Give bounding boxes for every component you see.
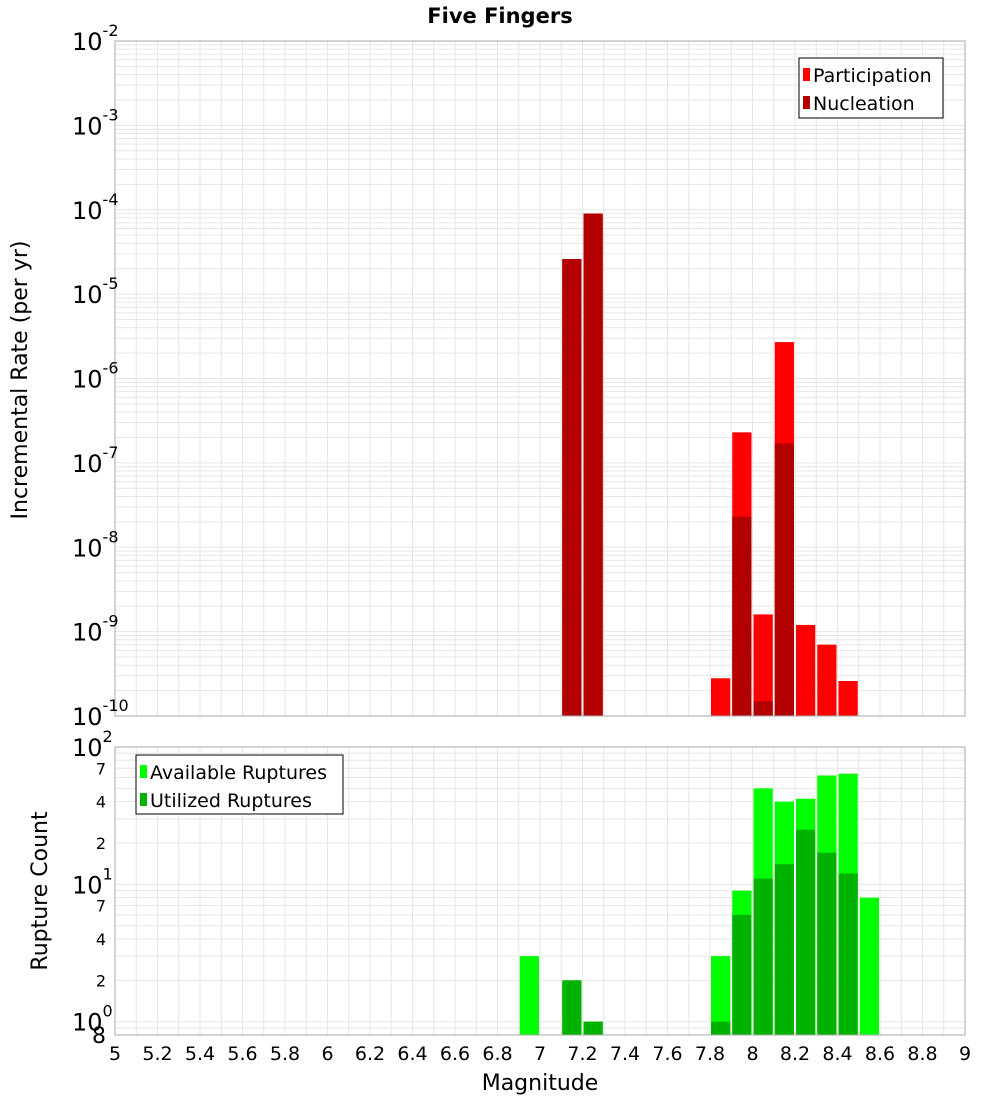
count-y-minor-label: 7 — [96, 759, 106, 778]
x-tick-label: 5.8 — [270, 1043, 300, 1065]
x-tick-label: 6 — [321, 1043, 333, 1065]
rate-y-tick-label: 10-3 — [72, 105, 119, 140]
rate-plot-bars — [562, 213, 858, 717]
rate-legend: Participation Nucleation — [798, 57, 944, 119]
nucleation-bar — [732, 516, 752, 716]
rate-y-tick-label: 10-4 — [72, 190, 119, 225]
count-y-minor-label: 7 — [96, 897, 106, 916]
x-tick-label: 7.6 — [652, 1043, 682, 1065]
rate-legend-swatch — [803, 68, 810, 81]
rate-legend-label: Nucleation — [813, 93, 915, 115]
x-tick-label: 6.8 — [482, 1043, 512, 1065]
count-legend: Available Ruptures Utilized Ruptures — [135, 754, 344, 815]
nucleation-bar — [583, 213, 603, 717]
rate-y-tick-label: 10-6 — [72, 359, 119, 394]
count-legend-swatch — [140, 765, 147, 778]
count-y-major-label: 102 — [72, 727, 113, 762]
count-plot-bars — [519, 773, 879, 1035]
rate-y-ticks: 10-10 10-9 10-8 10-7 10-6 10-5 10-4 10-3 10-2 — [72, 21, 129, 731]
nucleation-bar — [774, 443, 794, 716]
utilized-bar — [753, 878, 773, 1035]
rate-y-axis-label: Incremental Rate (per yr) — [8, 241, 33, 520]
utilized-bar — [774, 864, 794, 1035]
participation-bar — [711, 678, 731, 716]
count-y-minor-label: 4 — [96, 930, 106, 949]
rate-legend-swatch — [803, 96, 810, 109]
count-y-ticks: 8 2 4 7 2 4 7 100 101 102 — [72, 727, 113, 1049]
utilized-bar — [838, 873, 858, 1035]
rate-y-tick-label: 10-9 — [72, 612, 119, 647]
rate-plot-border — [114, 40, 966, 717]
rate-legend-box — [798, 57, 944, 119]
rate-legend-label: Participation — [813, 65, 932, 87]
participation-bar — [838, 680, 858, 716]
x-tick-label: 7.8 — [695, 1043, 725, 1065]
count-legend-swatch — [140, 793, 147, 806]
count-y-minor-label: 2 — [96, 971, 106, 990]
available-bar — [711, 956, 731, 1035]
x-tick-label: 6.6 — [440, 1043, 470, 1065]
participation-bar — [753, 614, 773, 716]
count-legend-label: Available Ruptures — [150, 762, 327, 784]
x-tick-label: 8.6 — [865, 1043, 895, 1065]
x-tick-label: 6.2 — [355, 1043, 385, 1065]
x-tick-label: 8.4 — [822, 1043, 852, 1065]
x-tick-label: 7 — [534, 1043, 546, 1065]
x-tick-label: 5.4 — [185, 1043, 215, 1065]
x-tick-label: 5 — [109, 1043, 121, 1065]
utilized-bar — [562, 980, 582, 1035]
utilized-bar — [796, 829, 816, 1035]
utilized-bar — [817, 852, 837, 1035]
rate-y-tick-label: 10-8 — [72, 527, 119, 562]
rate-y-tick-label: 10-10 — [72, 696, 129, 731]
x-tick-label: 8.8 — [907, 1043, 937, 1065]
x-tick-label: 8 — [746, 1043, 758, 1065]
participation-bar — [817, 644, 837, 716]
participation-bar — [796, 624, 816, 716]
rate-plot-grid — [114, 40, 966, 717]
x-tick-label: 9 — [959, 1043, 971, 1065]
utilized-bar — [583, 1021, 603, 1035]
rate-y-tick-label: 10-7 — [72, 443, 119, 478]
x-tick-label: 8.2 — [780, 1043, 810, 1065]
count-y-major-label: 100 — [72, 1002, 113, 1037]
count-y-minor-label: 8 — [92, 1024, 106, 1049]
utilized-bar — [732, 914, 752, 1035]
nucleation-bar — [753, 701, 773, 716]
x-tick-label: 5.2 — [142, 1043, 172, 1065]
count-y-axis-label: Rupture Count — [28, 811, 53, 971]
utilized-bar — [711, 1021, 731, 1035]
x-tick-label: 5.6 — [227, 1043, 257, 1065]
nucleation-bar — [562, 259, 582, 716]
x-tick-labels: 5 5.2 5.4 5.6 5.8 6 6.2 6.4 6.6 6.8 7 7.2 7.4 7.6 7.8 8… — [109, 1043, 971, 1065]
available-bar — [859, 897, 879, 1035]
count-y-minor-label: 2 — [96, 834, 106, 853]
count-y-minor-label: 4 — [96, 793, 106, 812]
x-tick-label: 7.4 — [610, 1043, 640, 1065]
count-legend-box — [135, 754, 344, 815]
rate-y-tick-label: 10-2 — [72, 21, 119, 56]
x-tick-label: 6.4 — [397, 1043, 427, 1065]
count-plot: 8 2 4 7 2 4 7 100 101 102 Rupture Count Available… — [28, 727, 966, 1049]
count-legend-label: Utilized Ruptures — [150, 790, 312, 812]
count-y-major-label: 101 — [72, 864, 113, 899]
chart-title: Five Fingers — [427, 4, 572, 28]
rate-y-tick-label: 10-5 — [72, 274, 119, 309]
count-plot-border — [114, 746, 966, 1036]
rate-plot: 10-10 10-9 10-8 10-7 10-6 10-5 10-4 10-3 10-2 In… — [8, 21, 966, 731]
x-tick-label: 7.2 — [567, 1043, 597, 1065]
available-bar — [519, 956, 539, 1035]
x-axis-label: Magnitude — [482, 1071, 599, 1096]
